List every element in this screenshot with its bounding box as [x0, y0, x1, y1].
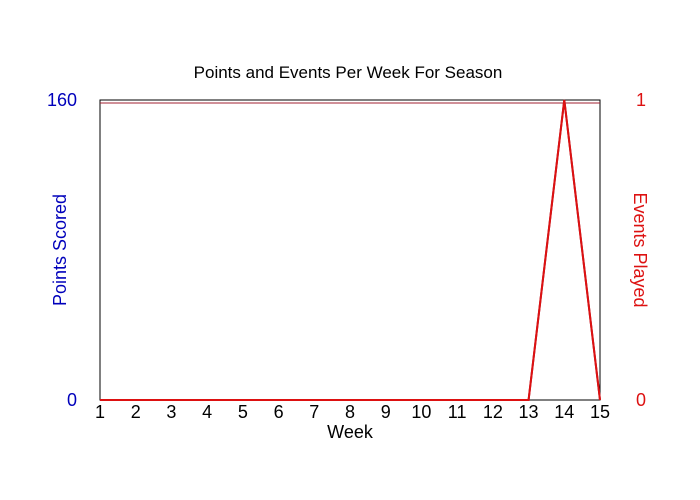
x-tick-label: 12 — [483, 402, 503, 422]
x-tick-label: 1 — [95, 402, 105, 422]
x-tick-label: 4 — [202, 402, 212, 422]
x-tick-label: 15 — [590, 402, 610, 422]
x-tick-label: 8 — [345, 402, 355, 422]
x-tick-label: 5 — [238, 402, 248, 422]
chart-title: Points and Events Per Week For Season — [194, 63, 503, 82]
x-tick-label: 9 — [381, 402, 391, 422]
x-tick-label: 11 — [448, 402, 467, 422]
left-axis-title: Points Scored — [50, 194, 70, 306]
right-tick-labels: 01 — [636, 90, 646, 410]
left-tick-label: 0 — [67, 390, 77, 410]
x-tick-label: 14 — [554, 402, 574, 422]
x-tick-label: 3 — [166, 402, 176, 422]
x-axis-title: Week — [327, 422, 374, 442]
x-tick-label: 2 — [131, 402, 141, 422]
x-tick-labels: 1 2 3 4 5 6 7 8 9 10 11 12 13 14 15 — [95, 402, 610, 422]
x-tick-label: 13 — [519, 402, 539, 422]
x-tick-label: 6 — [274, 402, 284, 422]
series-layer — [99, 99, 601, 401]
left-tick-label: 160 — [47, 90, 77, 110]
left-tick-labels: 0 160 — [47, 90, 77, 410]
x-tick-label: 7 — [309, 402, 319, 422]
x-tick-label: 10 — [411, 402, 431, 422]
right-tick-label: 1 — [636, 90, 646, 110]
right-axis-title: Events Played — [630, 192, 650, 307]
right-tick-label: 0 — [636, 390, 646, 410]
